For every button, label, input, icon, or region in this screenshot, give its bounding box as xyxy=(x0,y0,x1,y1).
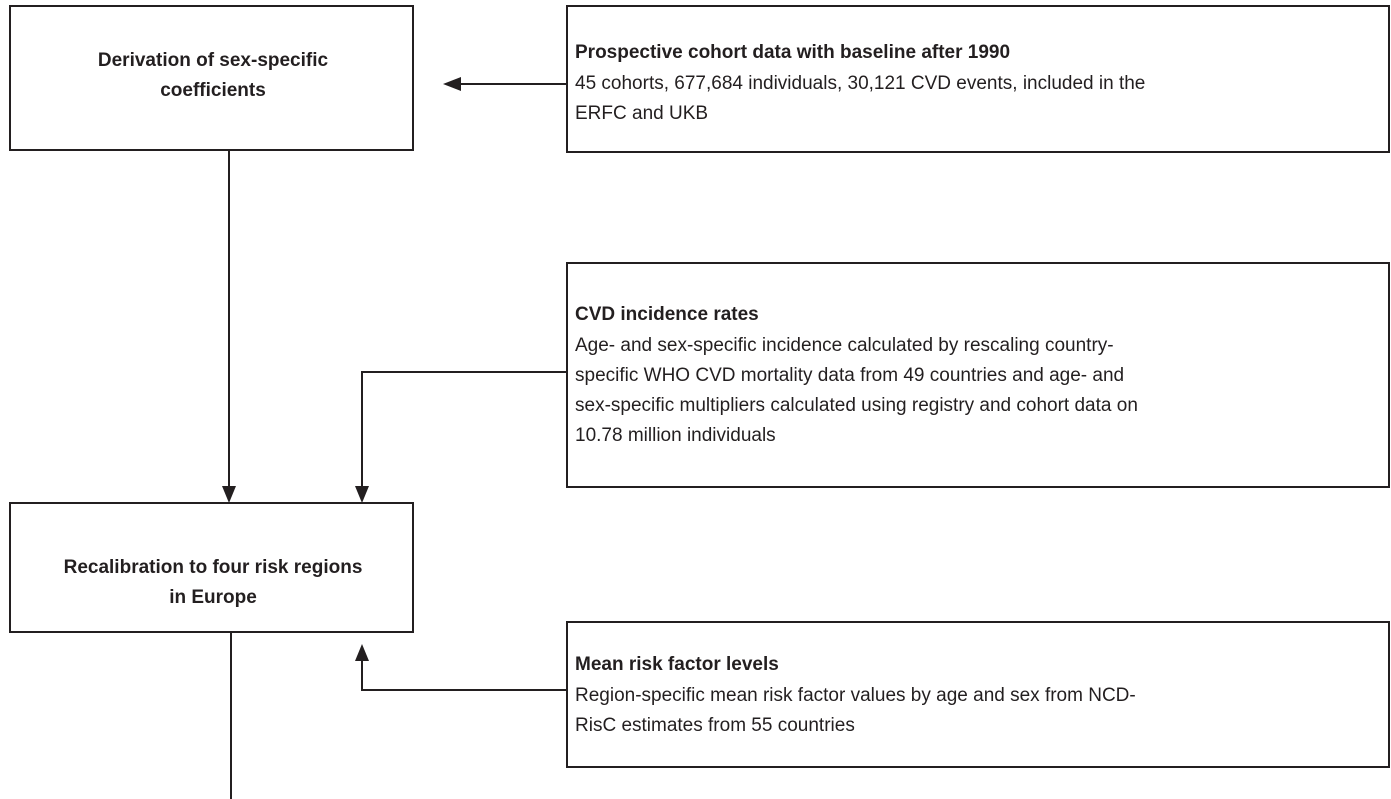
process-box xyxy=(9,5,414,151)
texts: Derivation of sex-specific coefficients Re… xyxy=(64,42,1146,736)
node-label: in Europe xyxy=(169,587,257,608)
source-title: Mean risk factor levels xyxy=(575,654,779,675)
arrowhead xyxy=(222,486,236,503)
arrowhead xyxy=(443,77,461,91)
source-box xyxy=(566,262,1390,488)
source-title: CVD incidence rates xyxy=(575,304,759,325)
source-text: Age- and sex-specific incidence calculat… xyxy=(575,335,1114,356)
connector xyxy=(361,371,567,490)
source-text: Region-specific mean risk factor values … xyxy=(575,685,1136,706)
process-box xyxy=(9,502,414,633)
node-label: coefficients xyxy=(160,80,266,101)
source-text: sex-specific multipliers calculated usin… xyxy=(575,395,1138,416)
connector xyxy=(361,660,567,691)
node-label: Derivation of sex-specific xyxy=(98,50,329,71)
source-text: 10.78 million individuals xyxy=(575,425,776,446)
arrowhead xyxy=(355,486,369,503)
node-label: Recalibration to four risk regions xyxy=(64,557,363,578)
source-text: specific WHO CVD mortality data from 49 … xyxy=(575,365,1124,386)
source-text: ERFC and UKB xyxy=(575,103,708,124)
source-text: 45 cohorts, 677,684 individuals, 30,121 … xyxy=(575,73,1145,94)
source-title: Prospective cohort data with baseline af… xyxy=(575,42,1010,63)
source-text: RisC estimates from 55 countries xyxy=(575,715,855,736)
source-box xyxy=(566,621,1390,768)
source-box xyxy=(566,5,1390,153)
arrowhead xyxy=(355,644,369,661)
